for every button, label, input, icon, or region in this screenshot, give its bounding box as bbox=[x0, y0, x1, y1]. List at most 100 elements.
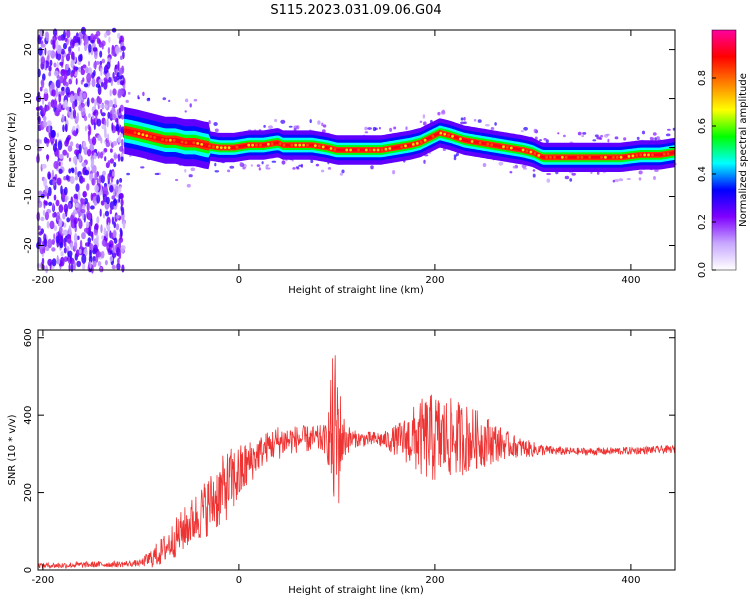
noise-speck bbox=[82, 262, 86, 271]
ridge-peak-dot bbox=[255, 143, 258, 147]
noise-speck bbox=[80, 197, 84, 204]
noise-speck bbox=[93, 49, 98, 60]
noise-speck bbox=[120, 156, 124, 162]
noise-speck bbox=[38, 231, 43, 236]
noise-speck bbox=[88, 43, 92, 53]
noise-speck bbox=[96, 194, 101, 204]
noise-speck bbox=[62, 212, 66, 220]
noise-speck bbox=[40, 262, 43, 270]
noise-speck bbox=[88, 125, 92, 136]
noise-speck bbox=[93, 34, 98, 40]
noise-speck bbox=[76, 235, 80, 240]
noise-speck bbox=[116, 118, 119, 126]
noise-speck bbox=[100, 108, 103, 114]
noise-speck bbox=[109, 209, 113, 215]
noise-speck bbox=[90, 97, 95, 104]
ridge-speck bbox=[460, 121, 465, 125]
ridge-peak-dot bbox=[306, 143, 309, 147]
noise-speck bbox=[63, 256, 68, 262]
ridge-peak-dot bbox=[615, 155, 619, 159]
noise-speck bbox=[48, 65, 52, 72]
ridge-peak-dot bbox=[600, 155, 603, 159]
noise-speck bbox=[74, 149, 80, 156]
colorbar-frame bbox=[711, 29, 737, 271]
spectrogram-y-tick-label: 0 bbox=[23, 144, 34, 150]
ridge-speck bbox=[473, 118, 477, 122]
snr-panel: -200 0 200 400 0 200 400 600 Height of straight… bbox=[7, 328, 676, 596]
noise-speck bbox=[86, 97, 90, 108]
ridge-peak-dot bbox=[411, 143, 415, 146]
ridge-peak-dot bbox=[635, 154, 639, 157]
noise-speck bbox=[90, 218, 93, 226]
ridge-speck bbox=[229, 165, 235, 169]
ridge-peak-dot bbox=[168, 138, 172, 142]
noise-speck bbox=[118, 75, 123, 80]
ridge-speck bbox=[463, 121, 467, 124]
figure-title: S115.2023.031.09.06.G04 bbox=[270, 3, 441, 18]
noise-speck bbox=[81, 162, 87, 168]
ridge-peak-dot bbox=[662, 152, 666, 156]
noise-speck bbox=[55, 235, 60, 244]
snr-y-tick-label: 200 bbox=[23, 483, 34, 502]
colorbar-gradient bbox=[712, 30, 736, 270]
noise-speck bbox=[71, 51, 74, 60]
noise-speck bbox=[120, 45, 126, 52]
spectrogram-y-axis-label: Frequency (Hz) bbox=[7, 112, 18, 188]
noise-speck bbox=[78, 143, 82, 154]
noise-speck bbox=[44, 104, 50, 112]
noise-speck bbox=[112, 141, 118, 146]
ridge-speck bbox=[364, 126, 368, 131]
noise-speck bbox=[44, 211, 50, 221]
ridge-peak-dot bbox=[200, 143, 204, 146]
ridge-speck bbox=[256, 164, 261, 168]
noise-speck bbox=[46, 120, 52, 127]
ridge-peak-dot bbox=[270, 142, 274, 146]
noise-speck bbox=[78, 152, 82, 162]
noise-speck bbox=[107, 248, 111, 253]
ridge-speck bbox=[582, 132, 587, 135]
snr-y-axis-label: SNR (10 * v/v) bbox=[7, 414, 18, 485]
ridge-peak-dot bbox=[651, 153, 654, 157]
ridge-speck bbox=[654, 169, 659, 173]
noise-speck bbox=[43, 88, 49, 94]
noise-speck bbox=[48, 71, 52, 77]
noise-speck bbox=[61, 86, 65, 91]
noise-speck bbox=[63, 81, 69, 87]
ridge-speck bbox=[190, 167, 196, 172]
noise-speck bbox=[56, 211, 61, 222]
ridge-speck bbox=[392, 170, 396, 175]
ridge-peak-dot bbox=[149, 135, 153, 138]
ridge-speck bbox=[618, 178, 624, 182]
noise-speck bbox=[112, 72, 115, 79]
noise-speck bbox=[104, 100, 110, 105]
spectrogram-y-tick-label: -20 bbox=[23, 237, 34, 253]
noise-speck bbox=[60, 185, 63, 195]
noise-speck bbox=[77, 190, 81, 201]
snr-series-line bbox=[37, 355, 676, 569]
ridge-peak-dot bbox=[266, 142, 270, 146]
ridge-peak-dot bbox=[415, 142, 419, 145]
noise-speck bbox=[69, 214, 75, 223]
noise-speck bbox=[108, 77, 112, 83]
ridge-speck bbox=[125, 99, 129, 103]
ridge-speck bbox=[521, 164, 527, 169]
noise-speck bbox=[76, 36, 81, 43]
ridge-peak-dot bbox=[553, 155, 556, 159]
ridge-speck bbox=[321, 122, 324, 127]
ridge-speck bbox=[288, 125, 293, 128]
noise-speck bbox=[113, 162, 117, 168]
noise-speck bbox=[112, 113, 117, 121]
noise-speck bbox=[63, 186, 68, 196]
noise-speck bbox=[63, 42, 67, 50]
noise-speck bbox=[84, 34, 89, 45]
noise-speck bbox=[89, 243, 94, 251]
ridge-peak-dot bbox=[439, 131, 443, 135]
ridge-speck bbox=[214, 170, 220, 173]
noise-speck bbox=[111, 122, 114, 131]
noise-speck bbox=[68, 168, 72, 174]
noise-speck bbox=[74, 175, 79, 181]
ridge-speck bbox=[186, 183, 191, 188]
noise-speck bbox=[100, 67, 103, 77]
noise-speck bbox=[40, 43, 46, 48]
noise-speck bbox=[49, 59, 53, 67]
